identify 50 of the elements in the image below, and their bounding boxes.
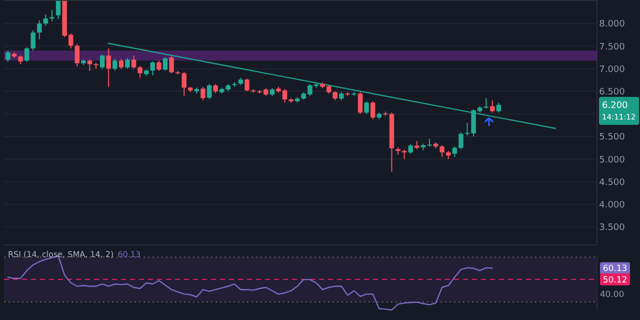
candlestick	[6, 50, 10, 62]
text: 40.00	[600, 290, 624, 300]
candlestick	[131, 55, 136, 70]
candlestick	[50, 9, 54, 22]
candlestick	[87, 59, 92, 72]
candlestick	[74, 43, 80, 67]
candlestick	[56, 0, 61, 20]
candlestick	[332, 90, 338, 101]
candlestick	[496, 102, 502, 114]
candlestick	[484, 98, 488, 109]
chart-subtitle: 60.13	[118, 250, 141, 259]
candlestick	[112, 58, 118, 72]
candlestick	[100, 54, 105, 70]
y-tick-label: 7.000	[599, 64, 626, 75]
candlestick	[162, 56, 168, 72]
candlestick	[37, 20, 42, 40]
text: 6.200	[602, 101, 628, 112]
candlestick	[118, 58, 124, 70]
candlestick	[490, 100, 495, 114]
candlestick	[150, 60, 156, 76]
candlestick	[440, 144, 444, 158]
y-tick-label: 5.500	[599, 132, 626, 143]
candlestick	[364, 100, 369, 114]
y-tick-label: 5.000	[599, 155, 626, 166]
y-tick-label: 6.500	[599, 87, 626, 98]
y-tick-label: 8.000	[599, 20, 626, 30]
candlestick	[213, 84, 218, 94]
y-tick-label: 4.000	[599, 200, 626, 210]
candlestick	[43, 14, 48, 26]
candlestick	[156, 60, 162, 72]
candlestick	[125, 57, 130, 70]
candlestick	[244, 78, 250, 92]
candlestick	[169, 56, 174, 74]
candlestick	[30, 30, 36, 52]
candlestick	[24, 46, 30, 62]
y-tick-label: 4.500	[599, 178, 626, 188]
text: 60.13	[602, 264, 628, 274]
candlestick	[408, 144, 413, 154]
candlestick	[370, 100, 376, 120]
text: 50.12	[602, 275, 628, 286]
y-tick-label: 3.500	[599, 223, 626, 234]
candlestick	[458, 132, 464, 150]
y-tick-label: 7.500	[599, 42, 626, 52]
candlestick	[206, 84, 212, 100]
candlestick	[138, 65, 142, 78]
candlestick	[402, 149, 407, 160]
candlestick	[200, 86, 206, 101]
chart-title: RSI (14, close, SMA, 14, 2)	[8, 250, 114, 259]
candlestick	[106, 48, 111, 88]
candlestick	[358, 92, 363, 114]
